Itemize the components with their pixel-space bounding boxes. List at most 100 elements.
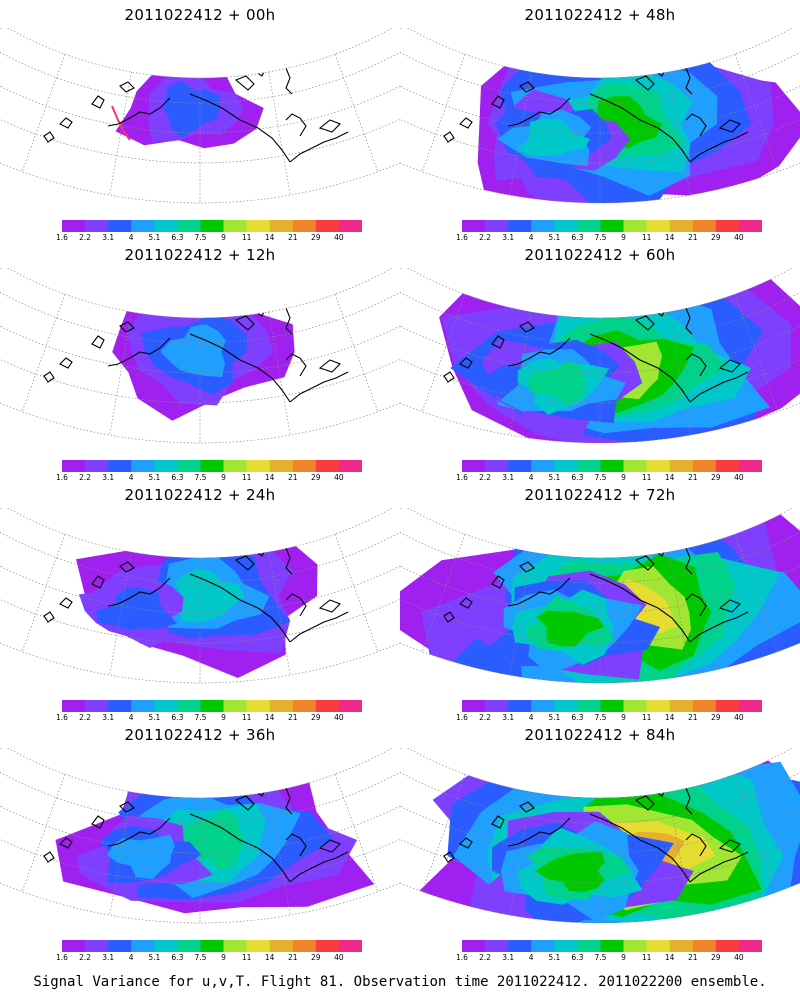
colorbar-tick-label: 9 bbox=[621, 233, 626, 242]
colorbar-swatch bbox=[531, 220, 555, 232]
colorbar-tick-label: 9 bbox=[221, 473, 226, 482]
colorbar-tick-label: 29 bbox=[711, 233, 721, 242]
graticule bbox=[400, 748, 800, 924]
colorbar-swatch bbox=[692, 940, 717, 952]
colorbar-swatch bbox=[462, 700, 486, 712]
colorbar-tick-label: 2.2 bbox=[79, 233, 92, 242]
colorbar-swatch bbox=[200, 700, 224, 712]
colorbar-swatch bbox=[315, 220, 340, 232]
panel-title: 2011022412 + 60h bbox=[524, 246, 676, 264]
colorbar-tick-label: 2.2 bbox=[79, 953, 92, 962]
colorbar-swatch bbox=[338, 700, 362, 712]
colorbar-tick-label: 5.1 bbox=[148, 233, 161, 242]
graticule bbox=[0, 268, 400, 444]
variance-shading bbox=[477, 28, 800, 204]
colorbar-swatch bbox=[646, 940, 670, 952]
colorbar bbox=[62, 460, 362, 472]
colorbar-swatch bbox=[177, 940, 201, 952]
colorbar-swatch bbox=[715, 700, 740, 712]
colorbar-swatch bbox=[131, 940, 155, 952]
colorbar-tick-label: 1.6 bbox=[56, 233, 68, 242]
colorbar-swatch bbox=[85, 460, 109, 472]
colorbar-tick-label: 11 bbox=[641, 953, 652, 962]
map-panel: 2011022412 + 60h 1.6 2.2 3.1 4 5.1 6.3 7.5 9 11 14… bbox=[400, 240, 800, 483]
colorbar-tick-label: 40 bbox=[734, 233, 744, 242]
colorbar-tick-label: 11 bbox=[241, 713, 252, 722]
colorbar-tick-label: 6.3 bbox=[571, 953, 584, 962]
colorbar-swatch bbox=[269, 460, 294, 472]
colorbar-tick-label: 40 bbox=[734, 713, 744, 722]
colorbar-swatch bbox=[462, 460, 486, 472]
colorbar-swatch bbox=[223, 700, 247, 712]
colorbar-swatch bbox=[85, 220, 109, 232]
colorbar-swatch bbox=[315, 460, 340, 472]
colorbar-swatch bbox=[623, 220, 647, 232]
panel-title: 2011022412 + 48h bbox=[524, 6, 676, 24]
colorbar-tick-label: 2.2 bbox=[479, 953, 492, 962]
colorbar-swatch bbox=[623, 940, 647, 952]
colorbar-tick-label: 4 bbox=[128, 473, 134, 482]
colorbar-swatch bbox=[600, 700, 624, 712]
colorbar-swatch bbox=[623, 460, 647, 472]
colorbar-swatch bbox=[154, 940, 178, 952]
colorbar-tick-label: 5.1 bbox=[148, 953, 161, 962]
map-panel: 2011022412 + 12h 1.6 2.2 3.1 4 5.1 6.3 7.5 9 11 14… bbox=[0, 240, 400, 482]
colorbar-tick-label: 29 bbox=[711, 713, 721, 722]
colorbar-tick-label: 6.3 bbox=[171, 953, 184, 962]
colorbar-tick-label: 3.1 bbox=[502, 233, 515, 242]
colorbar-labels: 1.6 2.2 3.1 4 5.1 6.3 7.5 9 11 14 21 29 40 bbox=[456, 233, 762, 243]
colorbar-swatch bbox=[154, 460, 178, 472]
colorbar bbox=[462, 220, 762, 232]
colorbar-tick-label: 4 bbox=[128, 953, 134, 962]
colorbar-labels: 1.6 2.2 3.1 4 5.1 6.3 7.5 9 11 14 21 29 40 bbox=[456, 473, 762, 483]
variance-shading bbox=[76, 523, 318, 678]
colorbar-tick-label: 9 bbox=[221, 713, 226, 722]
colorbar-tick-label: 3.1 bbox=[102, 233, 115, 242]
colorbar-swatch bbox=[269, 220, 294, 232]
colorbar-tick-label: 14 bbox=[264, 473, 275, 482]
colorbar-swatch bbox=[715, 460, 740, 472]
colorbar-swatch bbox=[292, 220, 317, 232]
colorbar-swatch bbox=[269, 940, 294, 952]
colorbar-tick-label: 2.2 bbox=[479, 713, 492, 722]
colorbar-swatch bbox=[738, 220, 762, 232]
colorbar-tick-label: 29 bbox=[311, 473, 321, 482]
colorbar-swatch bbox=[600, 220, 624, 232]
colorbar-swatch bbox=[692, 460, 717, 472]
colorbar-tick-label: 6.3 bbox=[171, 473, 184, 482]
colorbar-tick-label: 4 bbox=[528, 713, 534, 722]
colorbar-swatch bbox=[292, 700, 317, 712]
colorbar-tick-label: 6.3 bbox=[171, 233, 184, 242]
colorbar-swatch bbox=[85, 700, 109, 712]
colorbar-tick-label: 21 bbox=[688, 233, 698, 242]
colorbar-tick-label: 40 bbox=[734, 953, 744, 962]
colorbar-tick-label: 9 bbox=[621, 953, 626, 962]
colorbar-tick-label: 21 bbox=[288, 713, 298, 722]
colorbar-tick-label: 5.1 bbox=[548, 713, 561, 722]
colorbar-tick-label: 3.1 bbox=[102, 953, 115, 962]
colorbar-swatch bbox=[715, 940, 740, 952]
panel-title: 2011022412 + 00h bbox=[124, 6, 276, 24]
colorbar bbox=[462, 940, 762, 952]
colorbar-tick-label: 29 bbox=[711, 473, 721, 482]
colorbar-tick-label: 9 bbox=[621, 713, 626, 722]
colorbar-swatch bbox=[600, 940, 624, 952]
colorbar-swatch bbox=[646, 700, 670, 712]
colorbar-swatch bbox=[669, 700, 694, 712]
colorbar-tick-label: 11 bbox=[641, 713, 652, 722]
colorbar-swatch bbox=[177, 460, 201, 472]
colorbar-swatch bbox=[108, 940, 132, 952]
colorbar-tick-label: 6.3 bbox=[571, 713, 584, 722]
colorbar-tick-label: 14 bbox=[264, 233, 275, 242]
colorbar-swatch bbox=[108, 220, 132, 232]
map-panel: 2011022412 + 72h 1.6 2.2 3.1 4 5.1 6.3 7.5 9 11 14… bbox=[400, 480, 800, 722]
colorbar-swatch bbox=[200, 220, 224, 232]
variance-shading bbox=[439, 268, 800, 444]
map-plot bbox=[400, 28, 800, 204]
colorbar-swatch bbox=[692, 220, 717, 232]
colorbar-swatch bbox=[246, 700, 270, 712]
colorbar-swatch bbox=[200, 460, 224, 472]
colorbar-swatch bbox=[669, 220, 694, 232]
colorbar-swatch bbox=[577, 940, 601, 952]
colorbar-tick-label: 5.1 bbox=[548, 953, 561, 962]
